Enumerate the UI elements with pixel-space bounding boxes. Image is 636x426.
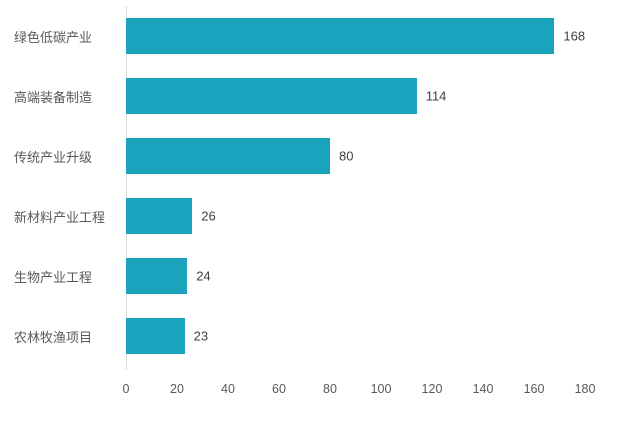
value-label: 114 [425,88,447,104]
bar-track: 23 [126,318,585,354]
category-label: 新材料产业工程 [14,209,106,225]
category-label: 绿色低碳产业 [14,29,93,45]
x-axis: 0 20 40 60 80 100 120 140 160 180 [122,382,596,402]
x-tick-label: 160 [523,382,545,396]
x-tick-label: 20 [170,382,184,396]
bar [126,258,188,294]
x-tick-label: 100 [370,382,392,396]
category-label: 农林牧渔项目 [14,329,93,345]
chart-row: 农林牧渔项目 23 [0,306,585,366]
category-label: 高端装备制造 [14,89,93,105]
value-label: 80 [338,148,354,164]
value-label: 168 [563,28,586,44]
x-tick-label: 180 [574,382,596,396]
bar-track: 26 [126,198,585,234]
category-label: 传统产业升级 [14,149,93,165]
x-tick-label: 80 [323,382,337,396]
x-tick-label: 40 [221,382,235,396]
bar [126,138,330,174]
x-tick-label: 60 [272,382,286,396]
chart-row: 高端装备制造 114 [0,66,585,126]
bar-track: 24 [126,258,585,294]
bar-rows: 绿色低碳产业 168 高端装备制造 114 传统产业升级 80 新材料产业工程 26 生物产业工… [0,6,585,366]
bar [126,318,185,354]
value-label: 24 [196,268,211,284]
category-label: 生物产业工程 [14,269,93,285]
value-label: 23 [193,328,209,344]
bar-track: 80 [126,138,585,174]
chart-row: 生物产业工程 24 [0,246,585,306]
x-tick-label: 120 [421,382,443,396]
bar [126,78,417,114]
bar-track: 114 [126,78,585,114]
chart-row: 传统产业升级 80 [0,126,585,186]
y-axis-line [126,6,127,370]
chart-row: 绿色低碳产业 168 [0,6,585,66]
x-tick-label: 0 [122,382,130,396]
value-label: 26 [201,208,216,224]
bar [126,18,555,54]
bar [126,198,193,234]
x-tick-label: 140 [472,382,494,396]
chart-row: 新材料产业工程 26 [0,186,585,246]
bar-track: 168 [126,18,585,54]
